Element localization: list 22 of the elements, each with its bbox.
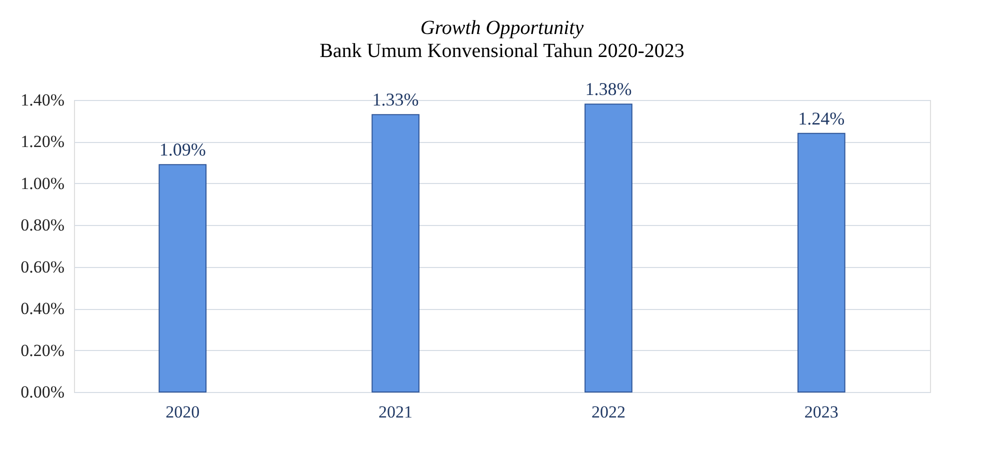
chart-subtitle: Bank Umum Konvensional Tahun 2020-2023 [320, 40, 684, 62]
data-label: 1.38% [585, 79, 632, 100]
data-label: 1.09% [159, 140, 206, 160]
x-tick-label: 2020 [166, 402, 200, 422]
y-tick-label: 0.00% [20, 382, 64, 402]
bar [797, 132, 846, 392]
x-tick-label: 2021 [378, 402, 413, 422]
y-tick-label: 0.60% [20, 257, 64, 276]
y-tick-label: 0.40% [20, 299, 64, 318]
x-tick-label: 2023 [804, 402, 838, 422]
bar [158, 164, 207, 392]
bar [584, 104, 632, 392]
y-tick-label: 1.40% [20, 90, 64, 110]
data-label: 1.24% [798, 108, 845, 128]
y-tick-label: 1.00% [20, 174, 64, 193]
chart-title: Growth Opportunity [420, 17, 584, 40]
x-tick-label: 2022 [591, 402, 626, 422]
data-label: 1.33% [372, 90, 419, 110]
y-tick-label: 1.20% [20, 132, 64, 152]
y-tick-label: 0.80% [20, 216, 64, 235]
y-tick-label: 0.20% [20, 340, 64, 360]
bar [372, 114, 420, 392]
